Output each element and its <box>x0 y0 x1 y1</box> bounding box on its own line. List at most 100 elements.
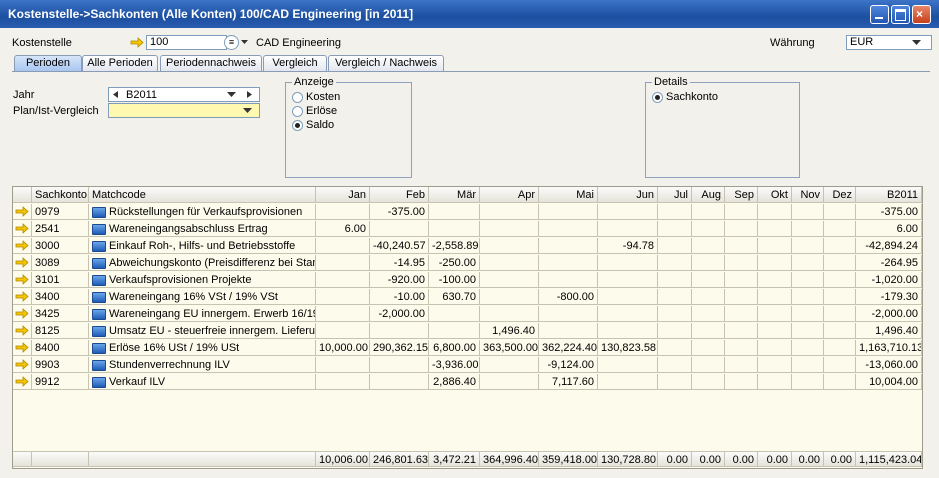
maximize-button[interactable] <box>891 5 910 24</box>
table-cell <box>758 204 792 220</box>
currency-select[interactable]: EUR <box>846 35 932 50</box>
tab[interactable]: Alle Perioden <box>82 55 158 71</box>
footer-cell <box>13 451 32 467</box>
table-cell <box>598 221 658 237</box>
list-button[interactable]: ≡ <box>224 35 239 50</box>
table-cell <box>316 255 370 271</box>
table-cell <box>824 272 856 288</box>
row-link[interactable] <box>13 238 32 254</box>
row-link[interactable] <box>13 289 32 305</box>
tab-line <box>12 71 930 72</box>
radio-label: Saldo <box>306 119 335 131</box>
dropdown-arrow[interactable] <box>240 38 249 46</box>
table-cell: -179.30 <box>856 289 922 305</box>
column-header: Nov <box>792 187 824 203</box>
next-arrow[interactable] <box>245 90 253 99</box>
table-cell: -2,558.89 <box>429 238 480 254</box>
radio-button[interactable] <box>652 92 663 103</box>
table-cell: 130,823.58 <box>598 340 658 356</box>
table-cell: -40,240.57 <box>370 238 429 254</box>
radio-button[interactable] <box>292 92 303 103</box>
dropdown-arrow <box>912 40 921 45</box>
window-title: Kostenstelle->Sachkonten (Alle Konten) 1… <box>8 7 414 21</box>
dropdown-arrow[interactable] <box>227 92 236 98</box>
tab[interactable]: Periodennachweis <box>160 55 262 71</box>
table-cell <box>824 323 856 339</box>
account-icon <box>92 309 106 320</box>
radio-label: Kosten <box>306 91 341 103</box>
table-cell: 9912 <box>32 374 89 390</box>
table-cell: -9,124.00 <box>539 357 598 373</box>
tab[interactable]: Perioden <box>14 55 82 71</box>
table-cell: -800.00 <box>539 289 598 305</box>
table-cell <box>792 306 824 322</box>
table-cell: -920.00 <box>370 272 429 288</box>
total-cell: 0.00 <box>824 451 856 467</box>
table-cell <box>658 306 692 322</box>
minimize-button[interactable] <box>870 5 889 24</box>
table-cell <box>792 255 824 271</box>
row-link[interactable] <box>13 340 32 356</box>
account-icon <box>92 207 106 218</box>
radio-button[interactable] <box>292 120 303 131</box>
table-cell <box>539 204 598 220</box>
table-cell: -13,060.00 <box>856 357 922 373</box>
table-cell <box>824 340 856 356</box>
row-link[interactable] <box>13 323 32 339</box>
account-icon <box>92 224 106 235</box>
comparison-select[interactable] <box>108 103 260 118</box>
row-link[interactable] <box>13 255 32 271</box>
table-cell <box>758 255 792 271</box>
table-cell: 10,004.00 <box>856 374 922 390</box>
column-header: Matchcode <box>89 187 316 203</box>
table-cell <box>658 289 692 305</box>
table-cell <box>539 306 598 322</box>
table-cell <box>598 323 658 339</box>
comparison-label: Plan/Ist-Vergleich <box>13 105 99 117</box>
table-cell <box>824 238 856 254</box>
column-header: Jul <box>658 187 692 203</box>
table-cell: 1,496.40 <box>856 323 922 339</box>
table-cell <box>692 255 725 271</box>
prev-arrow[interactable] <box>112 90 120 99</box>
radio-button[interactable] <box>292 106 303 117</box>
table-cell: 630.70 <box>429 289 480 305</box>
table-cell <box>598 289 658 305</box>
close-button[interactable]: × <box>912 5 931 24</box>
account-icon <box>92 326 106 337</box>
column-header: Aug <box>692 187 725 203</box>
total-cell: 3,472.21 <box>429 451 480 467</box>
table-cell <box>370 374 429 390</box>
table-cell <box>370 357 429 373</box>
row-link[interactable] <box>13 221 32 237</box>
table-cell <box>692 238 725 254</box>
footer-cell <box>89 451 316 467</box>
year-select[interactable] <box>108 87 260 102</box>
table-cell <box>658 204 692 220</box>
table-cell <box>658 255 692 271</box>
account-icon <box>92 275 106 286</box>
total-cell: 0.00 <box>658 451 692 467</box>
table-cell <box>370 323 429 339</box>
cost-center-input[interactable]: 100 <box>146 35 227 50</box>
table-cell <box>758 374 792 390</box>
row-link[interactable] <box>13 374 32 390</box>
row-link[interactable] <box>13 357 32 373</box>
table-cell <box>316 323 370 339</box>
table-cell <box>725 306 758 322</box>
table-cell: 9903 <box>32 357 89 373</box>
column-header: Feb <box>370 187 429 203</box>
tab[interactable]: Vergleich <box>263 55 327 71</box>
total-cell: 364,996.40 <box>480 451 539 467</box>
row-link[interactable] <box>13 204 32 220</box>
cost-center-name: CAD Engineering <box>256 37 341 49</box>
table-cell <box>316 204 370 220</box>
table-cell <box>824 255 856 271</box>
link-arrow[interactable] <box>130 37 144 48</box>
table-cell <box>429 204 480 220</box>
row-link[interactable] <box>13 306 32 322</box>
row-link[interactable] <box>13 272 32 288</box>
table-cell <box>725 357 758 373</box>
table-cell <box>598 374 658 390</box>
tab[interactable]: Vergleich / Nachweis <box>328 55 444 71</box>
